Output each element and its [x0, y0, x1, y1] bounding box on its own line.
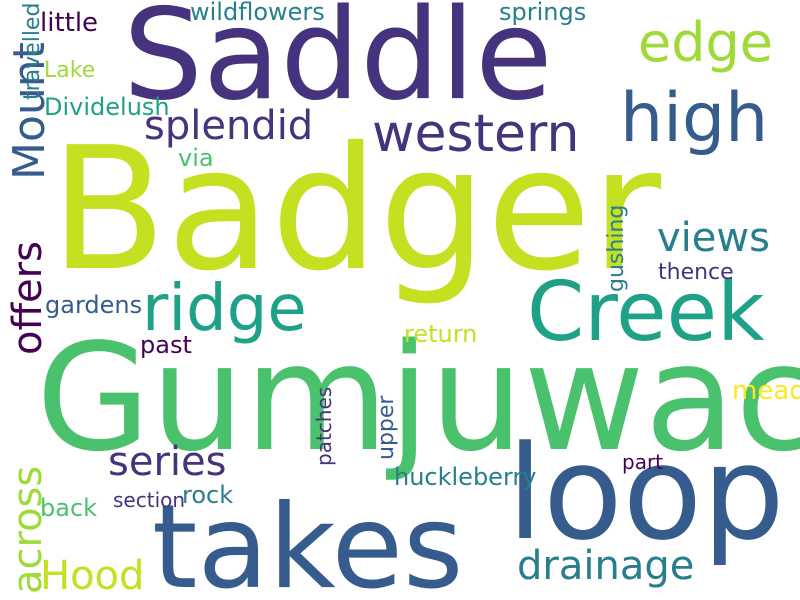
word-high: high — [620, 79, 769, 158]
word-series: offers — [5, 241, 51, 355]
word-splendid: splendid — [144, 103, 314, 149]
word-western: western — [372, 104, 580, 164]
word-little: little — [40, 8, 99, 38]
word-gumjuwac: Gumjuwac — [36, 312, 800, 484]
word-travelled: wildflowers — [190, 0, 325, 26]
word-gushing: gushing — [604, 204, 629, 292]
word-drainage: drainage — [517, 543, 695, 589]
word-hood: Hood — [40, 553, 145, 599]
word-patches: patches — [312, 386, 336, 466]
word-upper: upper — [374, 395, 399, 460]
word-part: back — [40, 494, 98, 522]
word-mount: views — [657, 215, 770, 261]
word-meadows: huckleberry — [394, 463, 537, 491]
word-thence: gardens — [45, 291, 143, 319]
word-across: series — [108, 439, 227, 485]
word-back: section — [113, 488, 186, 512]
word-saddle: Saddle — [123, 0, 553, 128]
word-edge: edge — [638, 11, 773, 74]
word-return: past — [140, 331, 192, 359]
word-springs-h: Lake — [44, 58, 96, 83]
word-takes: takes — [152, 480, 464, 600]
word-section: rock — [182, 481, 234, 509]
word-badger: Badger — [50, 111, 662, 309]
word-huckleberry: part — [622, 450, 664, 474]
word-gardens: return — [404, 320, 478, 348]
word-via: thence — [658, 260, 734, 285]
word-loop: loop — [507, 417, 785, 569]
word-wildflowers: springs — [499, 0, 587, 26]
word-ridge: ridge — [142, 272, 307, 346]
word-dividelush: via — [178, 144, 214, 172]
word-past: meadows — [732, 376, 800, 406]
word-creek: Creek — [527, 265, 765, 360]
word-lake: Dividelush — [44, 93, 170, 121]
word-offers: across — [5, 465, 51, 594]
